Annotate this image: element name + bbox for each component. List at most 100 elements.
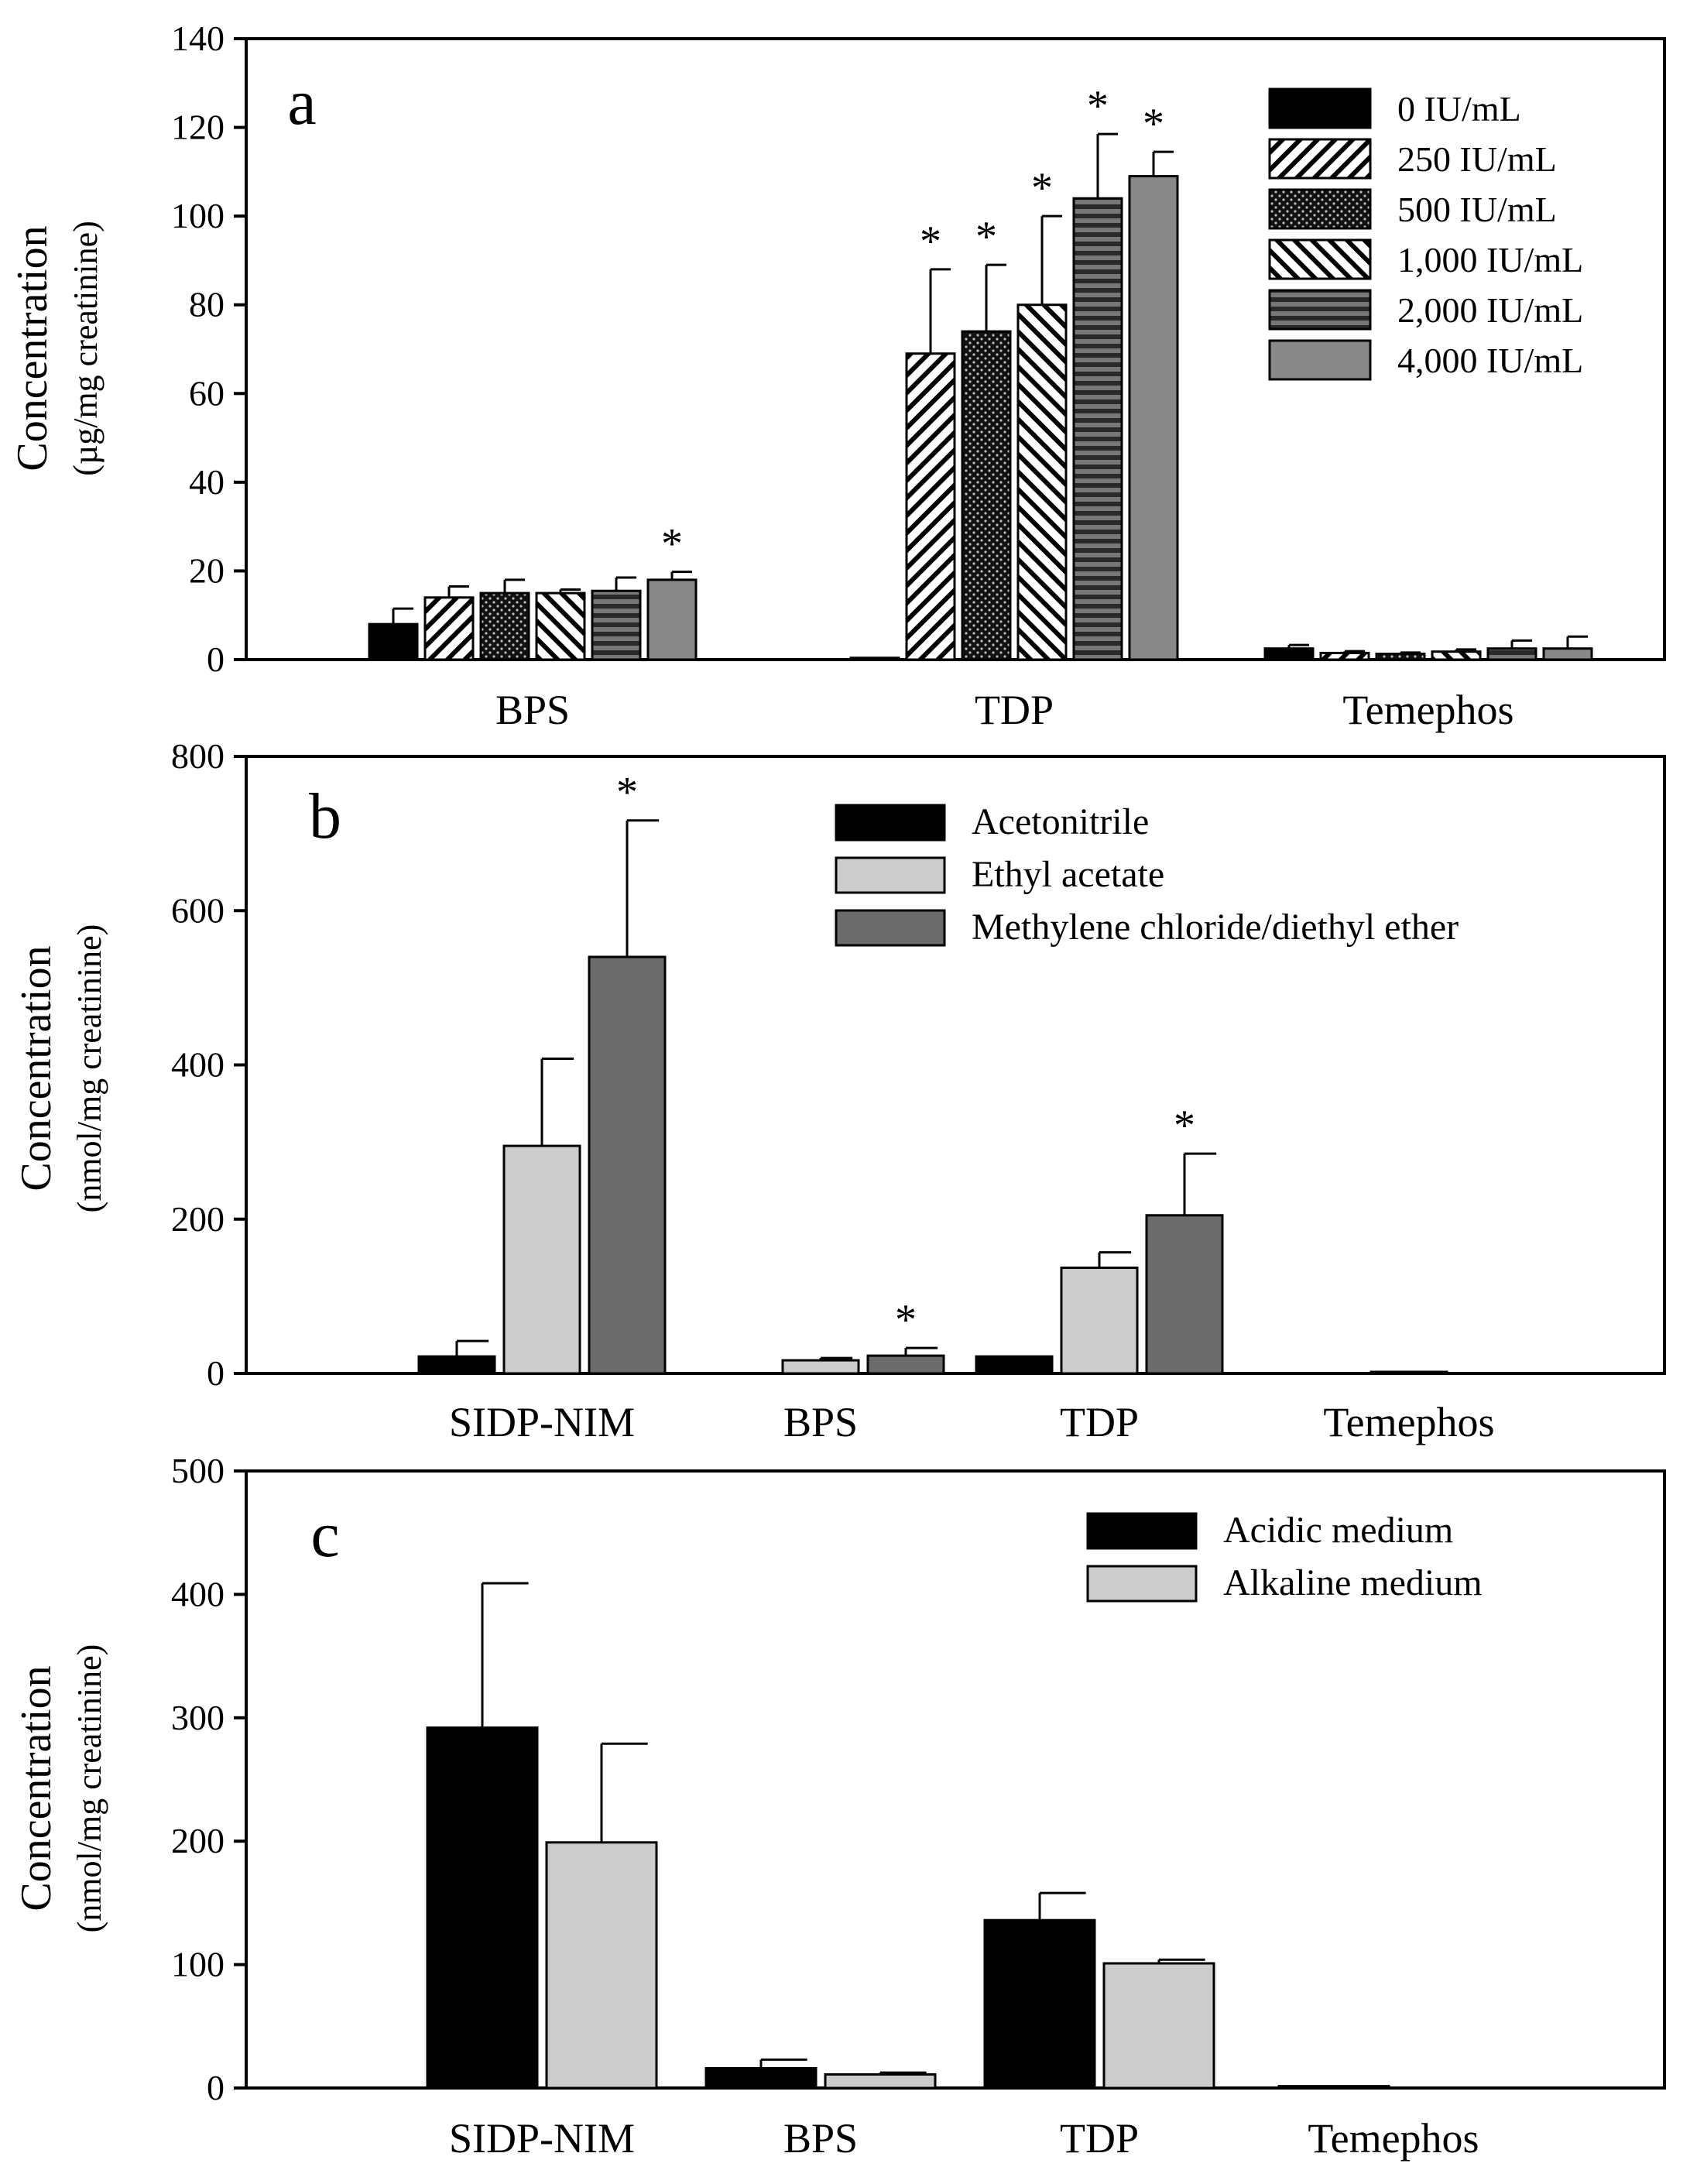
legend-swatch <box>1268 238 1372 280</box>
x-category-label: BPS <box>783 2115 858 2162</box>
bar <box>426 1726 539 2090</box>
x-category-label: Temephos <box>1308 2115 1479 2162</box>
x-category-label: BPS <box>783 1399 858 1445</box>
legend-label: 0 IU/mL <box>1397 89 1521 129</box>
significance-marker: * <box>895 1296 917 1344</box>
bar <box>1016 303 1068 661</box>
y-axis-units: (µg/mg creatinine) <box>67 221 105 476</box>
bar <box>866 1354 945 1375</box>
bar <box>588 955 667 1375</box>
x-category-label: TDP <box>1060 1399 1139 1445</box>
legend-label: Acetonitrile <box>972 801 1149 842</box>
panel-b: 0 200 400 600 800 Concentration (nmol/mg creat… <box>12 736 1666 1445</box>
significance-marker: * <box>1087 82 1109 130</box>
significance-marker: * <box>920 218 941 266</box>
y-tick-label: 500 <box>171 1451 225 1490</box>
x-category-label: SIDP-NIM <box>449 2115 635 2162</box>
y-tick-label: 600 <box>171 890 225 930</box>
plot-frame <box>245 1469 1666 2090</box>
y-tick-label: 800 <box>171 736 225 776</box>
x-category-label: SIDP-NIM <box>449 1399 635 1445</box>
significance-marker: * <box>1174 1102 1195 1150</box>
y-tick-label: 120 <box>171 108 225 147</box>
bar <box>905 352 956 661</box>
legend-swatch <box>1086 1512 1198 1550</box>
bar <box>423 596 475 661</box>
legend-swatch <box>835 909 946 947</box>
y-tick-label: 100 <box>171 1945 225 1984</box>
legend-label: Alkaline medium <box>1223 1562 1483 1603</box>
legend-swatch <box>835 856 946 894</box>
bar <box>1072 197 1123 661</box>
bar <box>1145 1214 1224 1375</box>
bar <box>704 2066 818 2090</box>
bar <box>975 1355 1054 1375</box>
significance-marker: * <box>1031 164 1053 212</box>
x-category-label: Temephos <box>1342 687 1513 733</box>
legend-swatch <box>1268 87 1372 129</box>
y-tick-label: 0 <box>207 2068 225 2107</box>
bar <box>961 330 1012 661</box>
legend-swatch <box>835 804 946 842</box>
y-axis-title: Concentration <box>12 945 60 1191</box>
significance-marker: * <box>616 769 638 817</box>
significance-marker: * <box>1143 100 1164 148</box>
panel-c: 0 100 200 300 400 500 Concentration (nmol/mg cr… <box>12 1451 1666 2162</box>
bar <box>1102 1962 1215 2090</box>
y-tick-label: 20 <box>189 550 225 590</box>
y-tick-label: 400 <box>171 1045 225 1085</box>
bar <box>368 622 419 661</box>
bar <box>1369 1370 1448 1375</box>
bar <box>545 1841 658 2090</box>
bar <box>417 1355 496 1375</box>
legend-label: 500 IU/mL <box>1397 190 1557 229</box>
panel-letter: a <box>287 67 316 139</box>
bar <box>1375 653 1426 661</box>
x-category-label: TDP <box>975 687 1054 733</box>
bar <box>535 591 586 661</box>
bar <box>479 591 530 661</box>
legend: Acidic medium Alkaline medium <box>1086 1510 1483 1603</box>
legend-label: 2,000 IU/mL <box>1397 290 1583 330</box>
y-axis-units: (nmol/mg creatinine) <box>70 1644 108 1933</box>
y-axis-title: Concentration <box>12 1665 60 1911</box>
y-tick-label: 140 <box>171 19 225 58</box>
y-tick-label: 200 <box>171 1199 225 1239</box>
y-tick-label: 400 <box>171 1574 225 1613</box>
bar <box>1277 2085 1390 2090</box>
bar <box>591 589 642 661</box>
bar <box>1542 647 1593 661</box>
legend-label: Ethyl acetate <box>972 854 1164 895</box>
bar <box>646 578 698 661</box>
legend-label: 1,000 IU/mL <box>1397 240 1583 279</box>
significance-marker: * <box>661 520 683 568</box>
y-tick-label: 200 <box>171 1821 225 1860</box>
y-tick-label: 0 <box>207 639 225 679</box>
bar <box>1431 650 1482 661</box>
y-axis-title: Concentration <box>9 225 57 471</box>
bar <box>983 1918 1096 2090</box>
y-tick-label: 0 <box>207 1353 225 1393</box>
legend-swatch <box>1268 188 1372 230</box>
legend-label: 4,000 IU/mL <box>1397 341 1583 380</box>
bar <box>849 657 900 661</box>
bar <box>1060 1267 1139 1375</box>
legend-label: Acidic medium <box>1223 1510 1453 1551</box>
bar <box>502 1144 581 1375</box>
x-category-label: BPS <box>495 687 570 733</box>
x-category-label: TDP <box>1060 2115 1139 2162</box>
panel-a: 0 20 40 60 80 100 120 140 Concentration (µg/mg cr… <box>9 19 1666 733</box>
legend: Acetonitrile Ethyl acetate Methylene chlor… <box>835 801 1459 948</box>
significance-marker: * <box>975 213 997 261</box>
bar <box>1486 647 1537 661</box>
panel-letter: b <box>309 780 341 852</box>
y-tick-label: 40 <box>189 462 225 502</box>
bar <box>1319 651 1370 661</box>
legend-label: Methylene chloride/diethyl ether <box>972 907 1459 948</box>
plot-frame <box>245 755 1666 1375</box>
legend-swatch <box>1268 138 1372 180</box>
legend-label: 250 IU/mL <box>1397 139 1557 179</box>
bar <box>824 2073 937 2090</box>
bar <box>1263 647 1315 661</box>
legend-swatch <box>1268 339 1372 381</box>
